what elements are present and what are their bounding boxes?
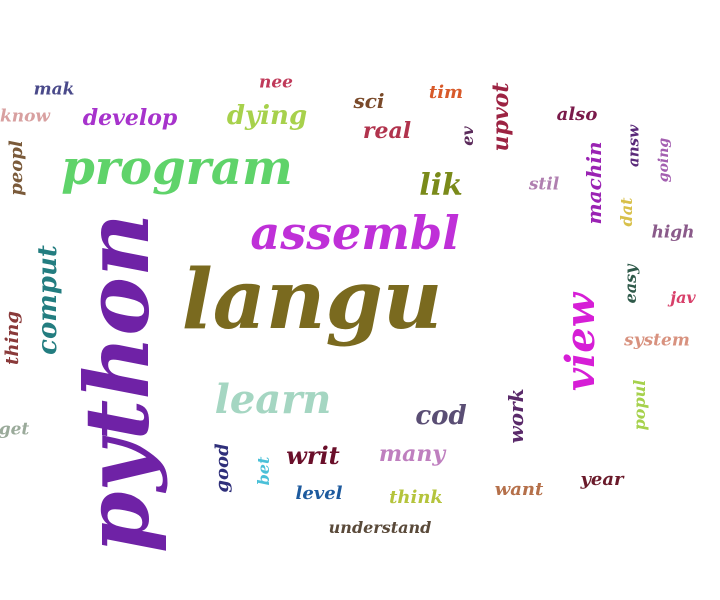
word-view: view bbox=[557, 292, 604, 392]
word-get: get bbox=[0, 419, 30, 440]
word-easy: easy bbox=[621, 264, 640, 304]
word-langu: langu bbox=[181, 252, 443, 348]
word-lik: lik bbox=[419, 168, 463, 203]
word-stil: stil bbox=[528, 174, 560, 195]
word-assembl: assembl bbox=[250, 206, 460, 260]
word-level: level bbox=[295, 483, 343, 504]
word-sci: sci bbox=[353, 89, 385, 113]
word-cod: cod bbox=[415, 401, 467, 431]
word-going: going bbox=[656, 137, 672, 183]
word-many: many bbox=[378, 441, 446, 467]
word-dat: dat bbox=[617, 197, 636, 227]
word-nee: nee bbox=[259, 72, 293, 93]
word-develop: develop bbox=[82, 105, 178, 131]
word-mak: mak bbox=[33, 79, 75, 100]
word-year: year bbox=[580, 469, 624, 490]
word-tim: tim bbox=[428, 82, 464, 103]
word-answ: answ bbox=[624, 125, 643, 167]
word-peopl: peopl bbox=[6, 140, 27, 196]
word-thing: thing bbox=[2, 311, 23, 365]
word-learn: learn bbox=[214, 376, 332, 423]
word-dying: dying bbox=[226, 101, 308, 131]
word-comput: comput bbox=[33, 245, 63, 355]
word-high: high bbox=[651, 222, 695, 243]
word-python: python bbox=[65, 213, 169, 553]
word-popul: popul bbox=[630, 379, 649, 431]
word-machin: machin bbox=[582, 141, 606, 225]
word-also: also bbox=[556, 104, 598, 125]
word-good: good bbox=[212, 443, 233, 493]
word-know: know bbox=[0, 106, 51, 127]
word-jav: jav bbox=[670, 288, 696, 307]
word-writ: writ bbox=[286, 441, 340, 470]
word-upvot: upvot bbox=[488, 82, 514, 152]
word-want: want bbox=[494, 479, 544, 500]
word-real: real bbox=[362, 118, 412, 144]
word-system: system bbox=[624, 330, 690, 351]
word-work: work bbox=[504, 388, 528, 444]
word-understand: understand bbox=[328, 518, 432, 537]
word-think: think bbox=[389, 487, 443, 508]
word-bet: bet bbox=[254, 456, 273, 486]
word-program: program bbox=[61, 140, 293, 196]
word-ev: ev bbox=[458, 126, 477, 146]
